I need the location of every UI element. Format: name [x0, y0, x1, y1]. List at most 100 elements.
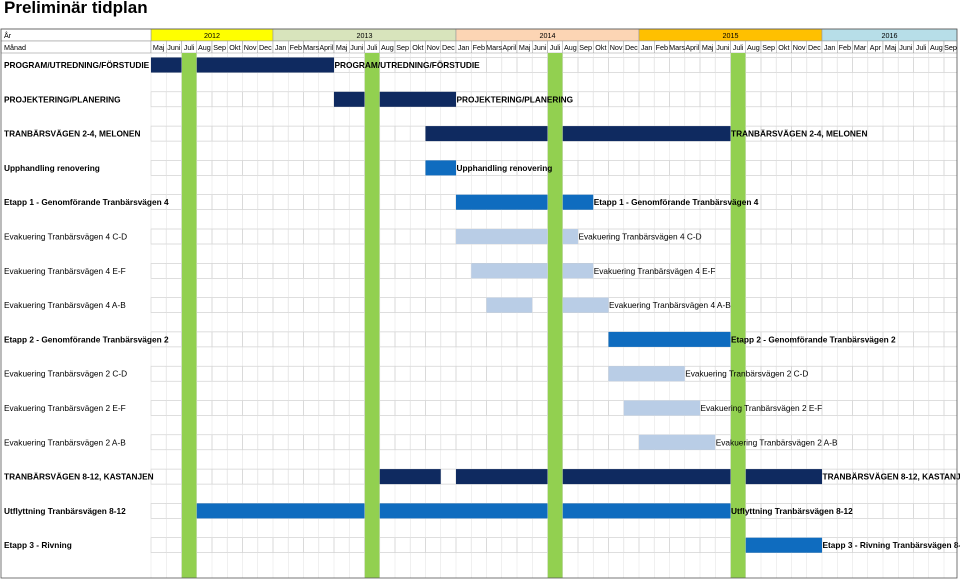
grid-cell	[165, 503, 182, 519]
grid-cell	[211, 262, 228, 279]
task-bar	[379, 91, 456, 107]
grid-cell	[928, 297, 945, 313]
grid-cell	[791, 297, 808, 313]
grid-cell	[333, 125, 350, 142]
task-bar	[486, 297, 533, 313]
grid-cell	[867, 228, 884, 245]
grid-cell	[150, 537, 167, 554]
grid-cell	[196, 365, 213, 382]
grid-cell	[867, 194, 884, 210]
grid-cell	[425, 262, 442, 279]
grid-cell	[836, 365, 853, 382]
grid-cell	[531, 434, 548, 451]
grid-cell	[318, 331, 335, 348]
grid-cell	[501, 57, 518, 73]
grid-cell	[882, 160, 899, 176]
grid-cell	[684, 537, 701, 554]
grid-cell	[211, 400, 228, 416]
grid-cell	[867, 125, 884, 142]
highlight-column	[364, 53, 380, 578]
grid-cell	[165, 537, 182, 554]
grid-cell	[470, 297, 487, 313]
grid-cell	[394, 262, 411, 279]
grid-cell	[440, 331, 457, 348]
grid-cell	[562, 434, 579, 451]
grid-cell	[150, 91, 167, 108]
grid-cell	[577, 365, 594, 382]
task-bar	[623, 400, 700, 416]
grid-cell	[242, 262, 259, 279]
grid-cell	[760, 297, 777, 313]
grid-cell	[333, 331, 350, 348]
grid-cell	[653, 537, 670, 554]
grid-cell	[196, 194, 213, 210]
year-header-label: År	[4, 31, 12, 40]
grid-cell	[196, 91, 213, 108]
task-inline-label: Evakuering Tranbärsvägen 4 C-D	[579, 232, 702, 242]
grid-cell	[318, 228, 335, 245]
grid-cell	[897, 365, 914, 382]
task-bar	[608, 366, 685, 382]
grid-cell	[150, 160, 167, 176]
grid-cell	[486, 434, 503, 451]
grid-cell	[577, 400, 594, 416]
grid-cell	[211, 228, 228, 245]
grid-cell	[592, 91, 609, 108]
grid-cell	[928, 91, 945, 108]
month-label: Okt	[778, 43, 789, 52]
month-label: Juli	[367, 43, 378, 52]
grid-cell	[440, 297, 457, 313]
grid-cell	[211, 365, 228, 382]
grid-cell	[257, 160, 274, 176]
grid-cell	[928, 365, 945, 382]
month-label: Feb	[473, 43, 485, 52]
grid-cell	[882, 434, 899, 451]
grid-cell	[608, 91, 625, 108]
task-inline-label: PROGRAM/UTREDNING/FÖRSTUDIE	[335, 60, 481, 70]
grid-cell	[257, 468, 274, 485]
month-label: Okt	[412, 43, 423, 52]
grid-cell	[455, 331, 472, 348]
grid-cell	[714, 228, 731, 245]
grid-cell	[592, 537, 609, 554]
month-label: Sep	[944, 43, 957, 52]
grid-cell	[211, 160, 228, 176]
grid-cell	[165, 91, 182, 108]
grid-cell	[394, 434, 411, 451]
month-label: Jan	[458, 43, 470, 52]
grid-cell	[562, 331, 579, 348]
grid-cell	[303, 194, 320, 210]
grid-cell	[272, 331, 289, 348]
grid-cell	[882, 91, 899, 108]
grid-cell	[897, 91, 914, 108]
grid-cell	[150, 228, 167, 245]
grid-cell	[608, 537, 625, 554]
grid-cell	[928, 228, 945, 245]
grid-cell	[318, 297, 335, 313]
month-label: Sep	[579, 43, 592, 52]
grid-cell	[455, 297, 472, 313]
grid-cell	[821, 228, 838, 245]
grid-cell	[928, 434, 945, 451]
grid-cell	[806, 262, 823, 279]
grid-cell	[440, 365, 457, 382]
grid-cell	[394, 365, 411, 382]
month-label: Okt	[229, 43, 240, 52]
grid-cell	[836, 400, 853, 416]
grid-cell	[669, 57, 686, 73]
grid-cell	[440, 228, 457, 245]
month-label: Maj	[702, 43, 714, 52]
grid-cell	[165, 468, 182, 485]
grid-cell	[394, 331, 411, 348]
grid-cell	[196, 125, 213, 142]
grid-cell	[287, 537, 304, 554]
grid-cell	[318, 434, 335, 451]
grid-cell	[165, 228, 182, 245]
grid-cell	[333, 365, 350, 382]
chart-border	[0, 28, 958, 579]
grid-cell	[653, 91, 670, 108]
grid-cell	[409, 537, 426, 554]
grid-cell	[226, 537, 243, 554]
grid-cell	[226, 468, 243, 485]
